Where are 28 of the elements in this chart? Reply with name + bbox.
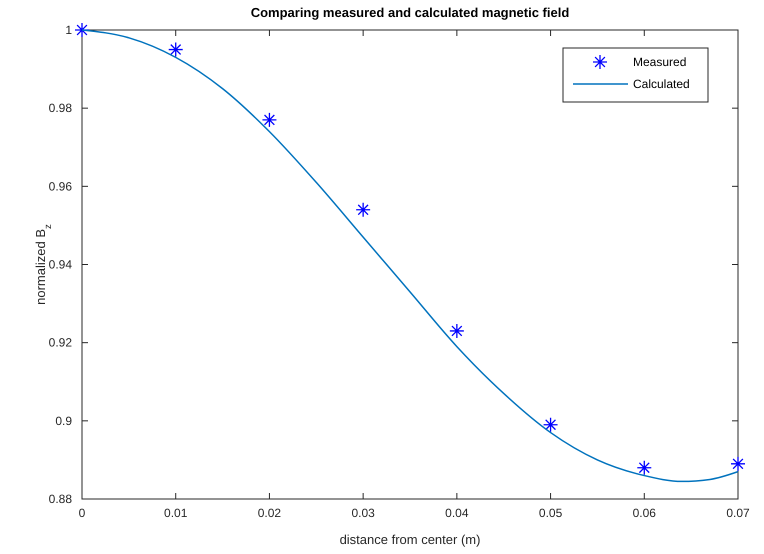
x-tick-label: 0.02	[258, 506, 282, 520]
x-tick-label: 0.01	[164, 506, 188, 520]
legend-label: Calculated	[633, 77, 690, 91]
point	[542, 417, 558, 432]
legend-label: Measured	[633, 55, 686, 69]
y-tick-label: 0.96	[48, 179, 72, 194]
point	[449, 323, 465, 339]
y-tick-label: 0.94	[48, 258, 72, 272]
y-tick-label: 0.9	[55, 414, 72, 428]
x-tick-label: 0.04	[445, 506, 469, 520]
x-tick-label: 0.05	[538, 506, 563, 520]
x-tick-label: 0	[78, 506, 86, 520]
y-tick-label: 0.88	[48, 492, 72, 506]
y-tick-label: 0.98	[48, 101, 72, 116]
chart-title: Comparing measured and calculated magnetic field	[250, 5, 570, 20]
x-axis-title: distance from center (m)	[340, 532, 480, 547]
line-series	[81, 29, 739, 482]
x-tick-label: 0.03	[351, 506, 376, 520]
y-tick-label: 0.92	[48, 336, 72, 350]
point	[730, 456, 746, 472]
point	[74, 22, 90, 38]
x-tick-label: 0.07	[726, 506, 750, 520]
point	[168, 42, 184, 58]
y-tick-label: 1	[65, 23, 72, 37]
x-tick-label: 0.06	[632, 506, 656, 520]
point	[262, 112, 278, 128]
point	[636, 460, 652, 476]
point	[355, 202, 371, 218]
